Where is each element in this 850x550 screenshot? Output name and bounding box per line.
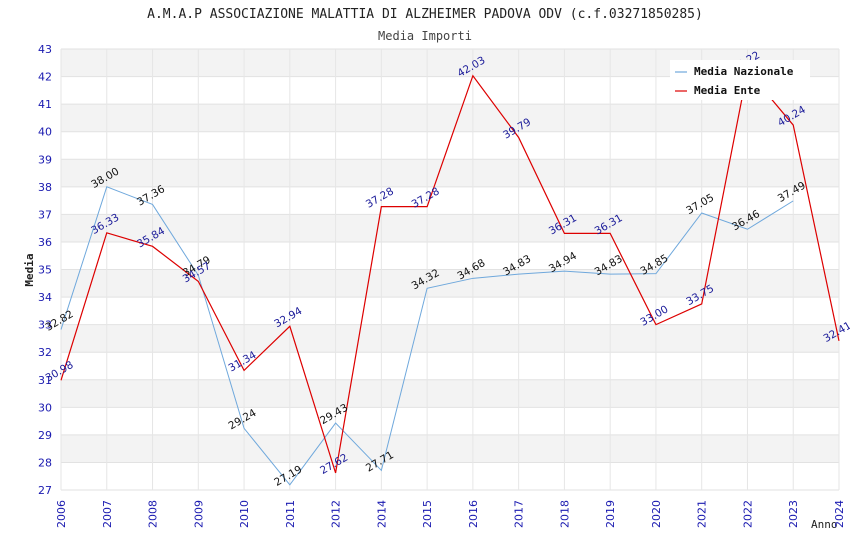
background-band bbox=[61, 324, 839, 353]
x-tick-label: 2020 bbox=[650, 500, 663, 528]
background-band bbox=[61, 462, 839, 490]
series-lines bbox=[60, 69, 840, 486]
x-tick-label: 2009 bbox=[192, 500, 205, 528]
x-tick-label: 2015 bbox=[421, 500, 434, 528]
legend-box bbox=[670, 60, 810, 100]
background-bands bbox=[61, 49, 839, 490]
background-band bbox=[61, 407, 839, 435]
background-band bbox=[61, 214, 839, 242]
chart-subtitle: Media Importi bbox=[378, 29, 472, 43]
background-band bbox=[61, 159, 839, 187]
x-tick-label: 2006 bbox=[55, 500, 68, 528]
x-tick-label: 2017 bbox=[513, 500, 526, 528]
x-tick-label: 2012 bbox=[330, 500, 343, 528]
x-tick-label: 2023 bbox=[787, 500, 800, 528]
x-tick-label: 2019 bbox=[604, 500, 617, 528]
legend: Media Nazionale Media Ente bbox=[670, 60, 810, 100]
y-tick-label: 27 bbox=[38, 484, 52, 497]
y-tick-label: 39 bbox=[38, 153, 52, 166]
y-tick-label: 32 bbox=[38, 346, 52, 359]
y-tick-label: 38 bbox=[38, 181, 52, 194]
y-axis-label: Media bbox=[23, 253, 36, 286]
background-band bbox=[61, 297, 839, 325]
x-tick-label: 2022 bbox=[741, 500, 754, 528]
legend-label-media-nazionale: Media Nazionale bbox=[694, 65, 794, 78]
series-line-media-nazionale bbox=[60, 186, 794, 486]
y-tick-label: 41 bbox=[38, 98, 52, 111]
x-tick-label: 2024 bbox=[833, 500, 846, 528]
x-tick-label: 2021 bbox=[696, 500, 709, 528]
y-tick-label: 30 bbox=[38, 401, 52, 414]
background-band bbox=[61, 434, 839, 463]
x-tick-label: 2011 bbox=[284, 500, 297, 528]
x-tick-labels: 2006 2007 2008 2009 2010 2011 2012 2014 2015 2016… bbox=[55, 500, 846, 528]
y-tick-label: 34 bbox=[38, 291, 52, 304]
y-tick-labels: 27 28 29 30 31 32 33 34 35 36 37 38 39 40 41 42 43 bbox=[38, 43, 52, 497]
x-tick-label: 2008 bbox=[147, 500, 160, 528]
y-tick-label: 36 bbox=[38, 236, 52, 249]
background-band bbox=[61, 131, 839, 160]
x-tick-label: 2007 bbox=[101, 500, 114, 528]
series-line-media-ente bbox=[60, 69, 840, 474]
y-tick-label: 33 bbox=[38, 319, 52, 332]
x-tick-label: 2010 bbox=[238, 500, 251, 528]
y-tick-label: 37 bbox=[38, 208, 52, 221]
y-tick-label: 40 bbox=[38, 126, 52, 139]
y-tick-label: 31 bbox=[38, 374, 52, 387]
legend-label-media-ente: Media Ente bbox=[694, 84, 761, 97]
y-tick-label: 43 bbox=[38, 43, 52, 56]
chart-title: A.M.A.P ASSOCIAZIONE MALATTIA DI ALZHEIM… bbox=[147, 7, 703, 22]
background-band bbox=[61, 104, 839, 132]
y-tick-label: 28 bbox=[38, 456, 52, 469]
background-band bbox=[61, 379, 839, 408]
x-tick-label: 2016 bbox=[467, 500, 480, 528]
x-tick-label: 2014 bbox=[375, 500, 388, 528]
y-tick-label: 35 bbox=[38, 264, 52, 277]
background-band bbox=[61, 352, 839, 380]
x-axis-label: Anno bbox=[811, 518, 838, 531]
gridlines bbox=[60, 48, 840, 491]
x-tick-label: 2018 bbox=[558, 500, 571, 528]
y-tick-label: 42 bbox=[38, 71, 52, 84]
background-band bbox=[61, 186, 839, 215]
y-tick-label: 29 bbox=[38, 429, 52, 442]
